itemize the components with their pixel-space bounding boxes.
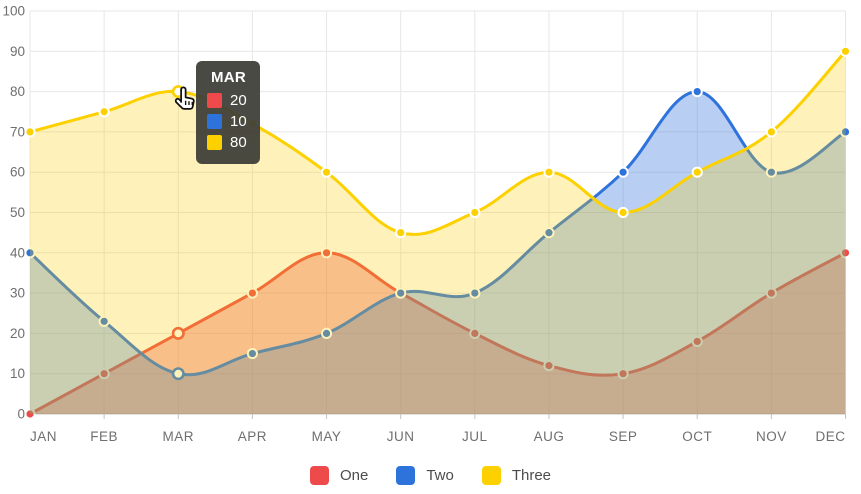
data-point-two-apr (246, 347, 259, 360)
data-point-two-may (320, 327, 333, 339)
chart-legend: One Two Three (0, 466, 861, 485)
legend-label: One (339, 467, 369, 484)
y-axis-label: 90 (10, 44, 25, 59)
legend-label: Two (426, 467, 454, 484)
data-point-three-may (320, 166, 333, 178)
data-point-one-mar (171, 326, 185, 340)
tooltip-row: 20 (207, 92, 247, 109)
data-point-one-aug (543, 360, 555, 372)
x-axis-label: OCT (682, 429, 712, 444)
data-point-two-oct (691, 86, 703, 98)
legend-label: Three (511, 467, 552, 484)
tooltip-value: 10 (230, 113, 247, 130)
data-point-two-mar (171, 367, 185, 381)
x-axis-label: JUL (462, 429, 488, 444)
data-point-three-sep (617, 206, 629, 219)
series-area-three (30, 51, 846, 415)
legend-item-three[interactable]: Three (481, 466, 552, 485)
y-axis-label: 40 (10, 245, 25, 260)
data-point-three-dec (839, 45, 852, 57)
data-point-one-nov (765, 287, 777, 299)
data-point-one-oct (691, 335, 703, 348)
tooltip-value: 20 (230, 92, 247, 109)
y-axis-label: 80 (10, 84, 25, 99)
data-point-three-feb (98, 106, 110, 118)
data-point-one-may (320, 247, 333, 259)
series-three-color-icon (207, 135, 222, 150)
data-point-one-jul (469, 327, 481, 339)
y-axis-label: 70 (10, 124, 25, 139)
x-axis-label: AUG (534, 429, 565, 444)
series-area-two (30, 91, 846, 414)
data-point-one-dec (839, 247, 852, 259)
y-axis-label: 20 (10, 326, 25, 341)
data-point-two-dec (839, 126, 852, 138)
data-point-two-jan (24, 247, 36, 259)
series-line-one (28, 251, 847, 416)
y-axis-label: 100 (2, 4, 25, 19)
data-point-three-mar (171, 85, 185, 99)
series-three-swatch-icon (481, 466, 501, 485)
data-point-three-jan (24, 126, 36, 138)
data-point-two-jun (395, 287, 407, 299)
x-axis-label: MAR (163, 429, 195, 444)
data-point-three-oct (691, 166, 703, 178)
x-axis-label: NOV (756, 429, 787, 444)
tooltip-value: 80 (230, 134, 247, 151)
data-point-two-feb (98, 315, 110, 327)
data-point-one-apr (246, 287, 259, 299)
x-axis-label: FEB (90, 429, 118, 444)
y-axis-label: 10 (10, 366, 25, 381)
data-point-one-feb (98, 368, 110, 380)
tooltip-title: MAR (211, 69, 247, 86)
x-axis-label: APR (238, 429, 267, 444)
y-axis-label: 60 (10, 165, 25, 180)
data-point-three-jun (395, 227, 407, 239)
data-point-three-aug (543, 166, 555, 178)
tooltip-row: 10 (207, 113, 247, 130)
data-point-two-sep (617, 166, 629, 178)
data-point-three-nov (765, 126, 777, 138)
y-axis-label: 0 (17, 407, 25, 422)
x-axis-label: SEP (609, 429, 638, 444)
data-point-three-jul (469, 206, 481, 219)
series-area-one (30, 252, 846, 414)
legend-item-one[interactable]: One (309, 466, 369, 485)
data-point-two-aug (543, 227, 555, 239)
series-two-color-icon (207, 114, 222, 129)
series-line-two (28, 90, 847, 377)
y-axis-label: 50 (10, 205, 25, 220)
series-one-swatch-icon (309, 466, 329, 485)
data-point-one-sep (617, 368, 629, 380)
x-axis-label: MAY (312, 429, 342, 444)
x-axis-label: JAN (30, 429, 57, 444)
data-point-two-nov (765, 166, 777, 178)
chart-tooltip: MAR 20 10 80 (196, 61, 260, 164)
x-axis-label: DEC (815, 429, 845, 444)
legend-item-two[interactable]: Two (396, 466, 454, 485)
y-axis-label: 30 (10, 286, 25, 301)
data-point-one-jan (24, 408, 36, 420)
tooltip-row: 80 (207, 134, 247, 151)
series-two-swatch-icon (396, 466, 416, 485)
x-axis-label: JUN (387, 429, 415, 444)
data-point-two-jul (469, 287, 481, 299)
series-one-color-icon (207, 93, 222, 108)
